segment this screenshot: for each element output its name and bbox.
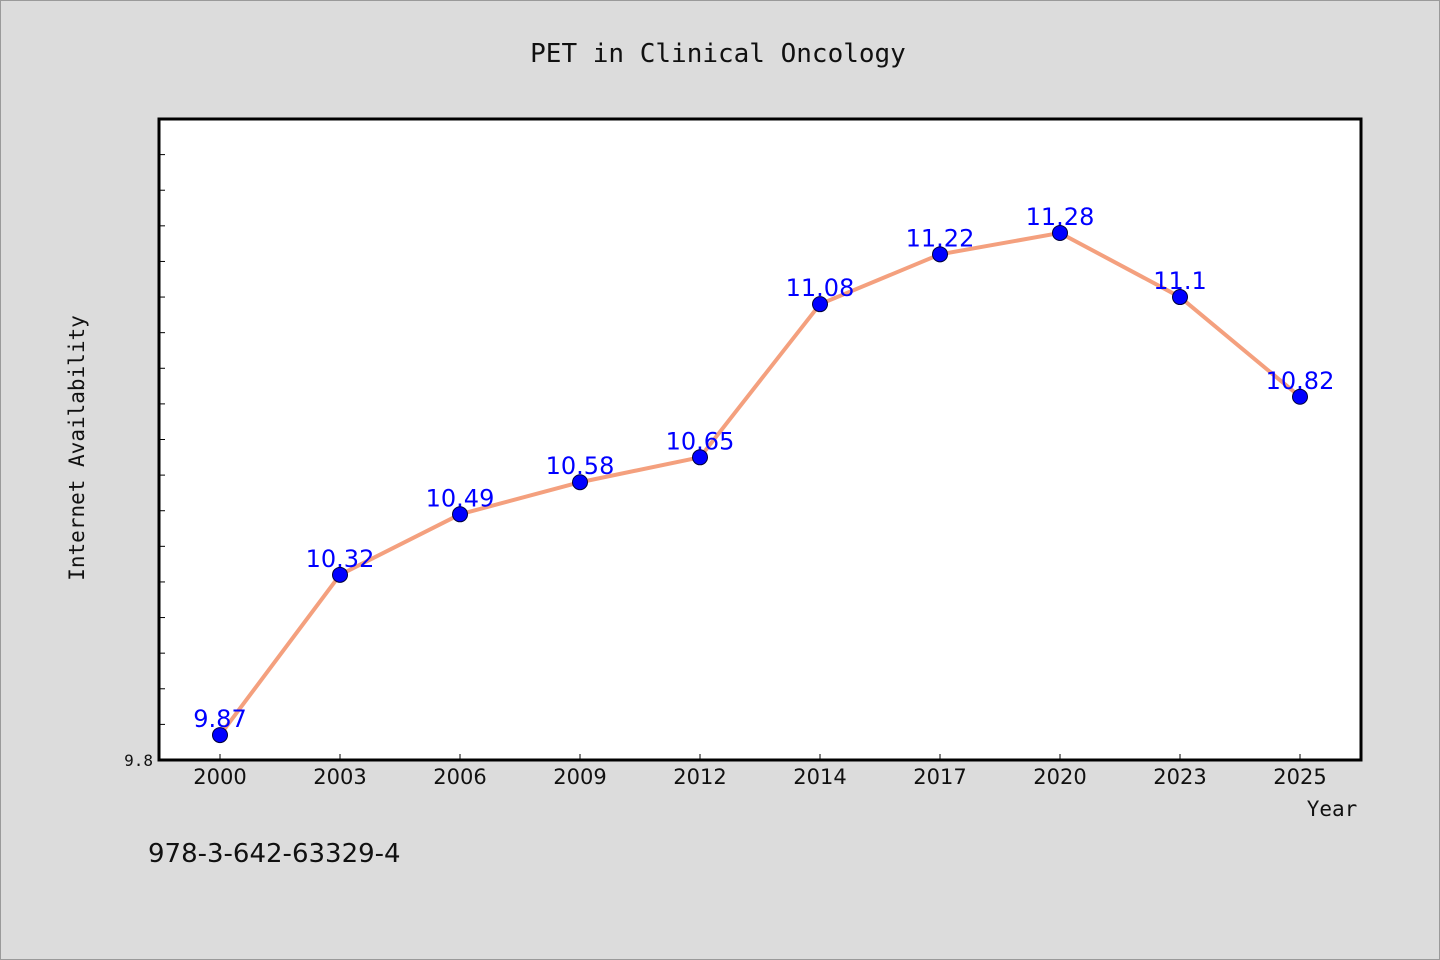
plot-area [157, 117, 1363, 762]
data-point [452, 506, 468, 523]
data-point [1052, 224, 1068, 241]
y-tick-label: 9.8 [124, 751, 153, 770]
isbn-text: 978-3-642-63329-4 [148, 839, 401, 869]
series-layer [212, 224, 1308, 744]
data-point [1172, 289, 1188, 306]
data-point [1292, 388, 1308, 405]
data-point [212, 727, 228, 744]
x-tick-label: 2000 [193, 765, 246, 789]
x-tick-label: 2023 [1153, 765, 1206, 789]
x-tick-label: 2025 [1273, 765, 1326, 789]
x-axis-label: Year [1307, 797, 1358, 821]
data-label: 9.87 [193, 705, 246, 733]
series-line [218, 230, 1302, 737]
data-point [692, 449, 708, 466]
x-tick-label: 2014 [793, 765, 846, 789]
data-point [932, 246, 948, 263]
x-tick-label: 2003 [313, 765, 366, 789]
chart-title: PET in Clinical Oncology [530, 39, 906, 69]
data-label: 10.58 [546, 452, 615, 480]
x-tick-label: 2012 [673, 765, 726, 789]
data-label: 11.1 [1153, 267, 1206, 295]
data-point [572, 474, 588, 491]
data-label: 10.49 [426, 484, 495, 512]
data-point [812, 296, 828, 313]
data-labels: 9.87 10.32 10.49 10.58 10.65 11.08 11.22 11.28 1… [193, 203, 1334, 733]
data-label: 11.08 [786, 274, 855, 302]
x-tick-label: 2009 [553, 765, 606, 789]
data-label: 11.28 [1026, 203, 1095, 231]
data-label: 10.82 [1266, 367, 1335, 395]
x-tick-label: 2017 [913, 765, 966, 789]
x-tick-label: 2006 [433, 765, 486, 789]
y-axis-label: Internet Availability [65, 315, 89, 581]
data-label: 11.22 [906, 224, 975, 252]
x-axis-ticks: 2000 2003 2006 2009 2012 2014 2017 2020 2023 2025 [193, 754, 1327, 789]
data-label: 10.65 [666, 427, 735, 455]
data-label: 10.32 [306, 545, 375, 573]
y-axis-ticks: 9.8 [124, 154, 165, 770]
data-point [332, 566, 348, 583]
x-tick-label: 2020 [1033, 765, 1086, 789]
